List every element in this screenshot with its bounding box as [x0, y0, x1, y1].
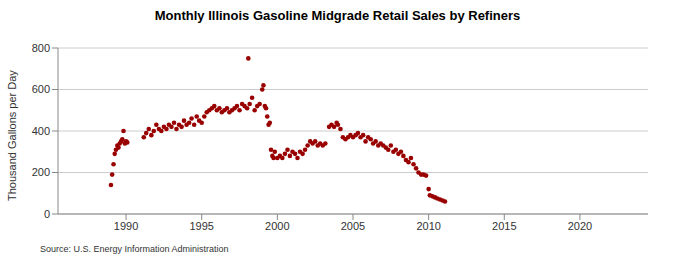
svg-text:0: 0: [44, 208, 50, 220]
svg-text:2020: 2020: [568, 220, 592, 232]
svg-text:800: 800: [32, 42, 50, 54]
svg-text:200: 200: [32, 166, 50, 178]
svg-text:2015: 2015: [492, 220, 516, 232]
svg-text:Thousand Gallons per Day: Thousand Gallons per Day: [8, 70, 18, 201]
svg-text:400: 400: [32, 125, 50, 137]
svg-text:1990: 1990: [114, 220, 138, 232]
svg-text:2000: 2000: [265, 220, 289, 232]
html-text:Source: U.S. Energy Informatio: Source: U.S. Energy Information Administ…: [40, 244, 229, 254]
svg-text:1995: 1995: [189, 220, 213, 232]
svg-text:600: 600: [32, 83, 50, 95]
svg-text:2005: 2005: [341, 220, 365, 232]
svg-text:2010: 2010: [416, 220, 440, 232]
html-text:Monthly Illinois Gasoline Midg: Monthly Illinois Gasoline Midgrade Retai…: [154, 8, 521, 23]
